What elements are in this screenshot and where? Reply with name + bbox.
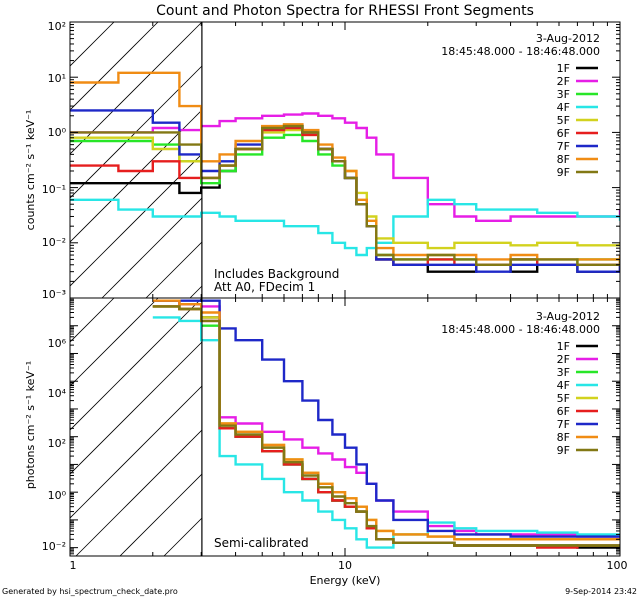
legend-date: 3-Aug-2012 (536, 310, 600, 323)
legend-label-3f: 3F (557, 88, 570, 101)
top-panel-series (70, 71, 620, 273)
bottom-panel-series (152, 299, 620, 549)
bottom-y-tick-labels: 10⁻² 10⁰ 10² 10⁴ 10⁶ (42, 337, 67, 553)
bottom-series-4f (152, 316, 620, 549)
legend-time: 18:45:48.000 - 18:46:48.000 (441, 323, 600, 336)
hatch-line (70, 22, 115, 67)
hatch-line (70, 22, 247, 199)
bottom-y-axis-label: photons cm⁻² s⁻¹ keV⁻¹ (24, 361, 37, 489)
bottom-legend: 3-Aug-2012 18:45:48.000 - 18:46:48.000 1… (441, 310, 600, 457)
top-series-4f (70, 198, 620, 257)
top-legend: 3-Aug-2012 18:45:48.000 - 18:46:48.000 1… (441, 32, 600, 179)
footer-generator: Generated by hsi_spectrum_check_date.pro (2, 587, 178, 596)
top-series-2f (70, 112, 620, 222)
hatch-cover (201, 298, 620, 556)
legend-label-1f: 1F (557, 62, 570, 75)
bottom-series-9f (152, 305, 620, 547)
hatch-top (70, 22, 620, 298)
legend-label-7f: 7F (557, 418, 570, 431)
hatch-line (70, 298, 159, 387)
footer-date: 9-Sep-2014 23:42 (565, 587, 637, 596)
legend-date: 3-Aug-2012 (536, 32, 600, 45)
bottom-y-tick-label: 10⁰ (48, 489, 67, 502)
legend-label-5f: 5F (557, 114, 570, 127)
top-y-axis-label: counts cm⁻² s⁻¹ keV⁻¹ (24, 110, 37, 231)
legend-time: 18:45:48.000 - 18:46:48.000 (441, 45, 600, 58)
legend-label-9f: 9F (557, 166, 570, 179)
legend-label-5f: 5F (557, 392, 570, 405)
legend-label-7f: 7F (557, 140, 570, 153)
figure-title: Count and Photon Spectra for RHESSI Fron… (156, 3, 534, 19)
hatch-line (70, 298, 115, 343)
legend-label-8f: 8F (557, 153, 570, 166)
bottom-y-tick-label: 10⁻² (42, 540, 66, 553)
x-axis-label: Energy (keV) (310, 574, 381, 587)
top-y-tick-label: 10⁰ (48, 126, 67, 139)
legend-label-2f: 2F (557, 353, 570, 366)
top-series-9f (70, 124, 620, 266)
legend-label-6f: 6F (557, 127, 570, 140)
axis-ticks (69, 21, 621, 557)
legend-label-2f: 2F (557, 75, 570, 88)
top-y-tick-label: 10⁻² (42, 236, 66, 249)
hatch-line (70, 298, 203, 431)
legend-label-8f: 8F (557, 431, 570, 444)
legend-label-4f: 4F (557, 101, 570, 114)
top-y-tick-label: 10¹ (48, 72, 66, 85)
bottom-y-tick-label: 10⁴ (48, 387, 67, 400)
bottom-series-7f (152, 299, 620, 538)
legend-label-4f: 4F (557, 379, 570, 392)
bottom-series-8f (152, 299, 620, 541)
top-y-tick-label: 10⁻¹ (42, 183, 66, 196)
legend-label-9f: 9F (557, 444, 570, 457)
legend-label-3f: 3F (557, 366, 570, 379)
top-annotation-background: Includes Background (214, 267, 339, 281)
hatch-bottom (70, 298, 620, 556)
bottom-y-tick-label: 10² (48, 437, 66, 450)
x-tick-label: 100 (607, 559, 628, 572)
hatch-cover (201, 22, 620, 298)
legend-label-6f: 6F (557, 405, 570, 418)
top-y-tick-label: 10² (48, 20, 66, 33)
x-tick-label: 1 (70, 559, 77, 572)
top-annotation-attenuator: Att A0, FDecim 1 (214, 280, 315, 294)
bottom-annotation: Semi-calibrated (214, 536, 309, 550)
hatch-line (70, 22, 203, 155)
top-y-tick-labels: 10⁻³ 10⁻² 10⁻¹ 10⁰ 10¹ 10² (42, 20, 67, 301)
top-y-tick-label: 10⁻³ (42, 288, 66, 301)
hatch-line (70, 22, 159, 111)
bottom-y-tick-label: 10⁶ (48, 337, 67, 350)
x-tick-labels: 1 10 100 (70, 559, 628, 572)
legend-label-1f: 1F (557, 340, 570, 353)
x-tick-label: 10 (338, 559, 352, 572)
